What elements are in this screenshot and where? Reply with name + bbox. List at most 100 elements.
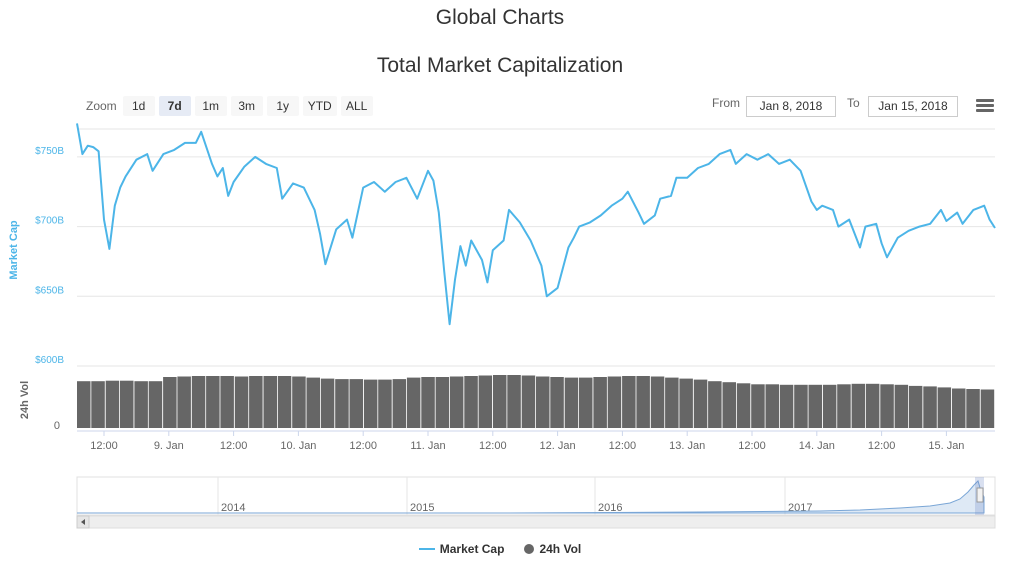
zoom-7d-button[interactable]: 7d [158,96,191,116]
volume-bar [421,377,435,428]
zoom-1y-button[interactable]: 1y [266,96,299,116]
volume-bar [693,379,708,428]
volume-bar [392,379,407,428]
volume-bar [579,377,593,428]
volume-bar [736,383,751,428]
volume-bar [865,383,880,428]
volume-bar [550,377,564,428]
volume-bar [636,376,650,428]
volume-bar [177,376,191,428]
zoom-1m-button[interactable]: 1m [194,96,227,116]
zoom-all-button[interactable]: ALL [340,96,373,116]
navigator-background [76,476,996,516]
x-tick-label: 12:00 [868,440,896,452]
legend: Market Cap 24h Vol [0,542,1000,556]
volume-bar [937,387,952,428]
x-tick-label: 12:00 [90,440,118,452]
volume-bar [980,389,995,428]
volume-bar [449,376,464,428]
volume-bar [679,378,693,428]
legend-item-market-cap[interactable]: Market Cap [418,542,504,556]
x-tick-label: 12:00 [479,440,507,452]
volume-bar [794,384,808,428]
volume-bar [521,375,536,428]
to-date-input[interactable]: Jan 15, 2018 [868,96,958,117]
volume-bar [249,376,263,428]
volume-tick-zero: 0 [54,420,60,432]
volume-bar [435,377,450,428]
volume-bar [536,376,550,428]
market-cap-chart: $600B$650B$700B$750B Market Cap 24h Vol … [8,123,996,529]
volume-bar [751,384,765,428]
volume-bar [880,384,894,428]
volume-bar [923,386,937,428]
volume-bar [292,376,306,428]
volume-bar [779,384,794,428]
volume-bar [120,380,134,428]
volume-bar [607,376,622,428]
volume-bar [263,376,277,428]
x-tick-label: 12:00 [349,440,377,452]
volume-bar [320,378,335,428]
volume-bar [378,379,392,428]
navigator-tick-2014: 2014 [221,502,245,514]
circle-swatch-icon [524,544,535,554]
from-label: From [712,96,740,110]
volume-bar [277,376,292,428]
chart-title: Total Market Capitalization [376,54,624,77]
volume-bar [593,377,607,428]
x-tick-label: 15. Jan [928,440,964,452]
volume-bar [837,384,851,428]
volume-bar [363,379,378,428]
market-cap-series-line [76,123,996,326]
volume-bar [464,376,478,428]
zoom-ytd-button[interactable]: YTD [302,96,337,116]
from-date-input[interactable]: Jan 8, 2018 [746,96,836,117]
zoom-3m-button[interactable]: 3m [230,96,263,116]
zoom-1d-button[interactable]: 1d [122,96,155,116]
volume-bar [191,376,206,428]
line-swatch-icon [418,548,435,550]
volume-bar [349,379,363,428]
page-title: Global Charts [435,6,565,29]
navigator-tick-2015: 2015 [410,502,434,514]
hamburger-menu-icon[interactable] [976,99,994,114]
y-tick-label: $700B [35,216,64,227]
volume-series [77,375,995,428]
volume-bar [952,388,966,428]
volume-bar [134,381,148,428]
x-tick-label: 11. Jan [410,440,445,452]
volume-bar [105,380,120,428]
drag-handle-icon[interactable] [976,487,984,503]
y-tick-label: $600B [35,355,64,366]
volume-bar [808,384,822,428]
x-tick-label: 13. Jan [669,440,705,452]
legend-item-volume[interactable]: 24h Vol [524,542,581,556]
volume-bar [894,384,909,428]
zoom-control: Zoom 1d 7d 1m 3m 1y YTD ALL [86,96,377,116]
volume-bar [966,389,980,428]
volume-axis-label: 24h Vol [19,381,31,419]
x-tick-label: 12:00 [220,440,248,452]
navigator[interactable]: 2014 2015 2016 2017 [76,476,996,516]
y-tick-label: $750B [35,146,64,157]
volume-bar [478,375,493,428]
volume-bar [406,377,421,428]
x-tick-label: 9. Jan [154,440,184,452]
y-axis-label: Market Cap [8,220,20,280]
legend-label-volume: 24h Vol [539,542,582,556]
volume-bar [335,379,349,428]
volume-bar [163,377,177,428]
volume-bar [564,377,579,428]
volume-bar [851,383,866,428]
zoom-label: Zoom [86,99,117,113]
volume-bar [765,384,779,428]
volume-bar [77,381,91,428]
volume-bar [622,376,636,428]
navigator-scrollbar[interactable] [76,515,996,529]
navigator-tick-2016: 2016 [598,502,622,514]
volume-bar [493,375,507,428]
x-tick-label: 10. Jan [280,440,316,452]
volume-bar [665,377,679,428]
y-tick-label: $650B [35,285,64,296]
